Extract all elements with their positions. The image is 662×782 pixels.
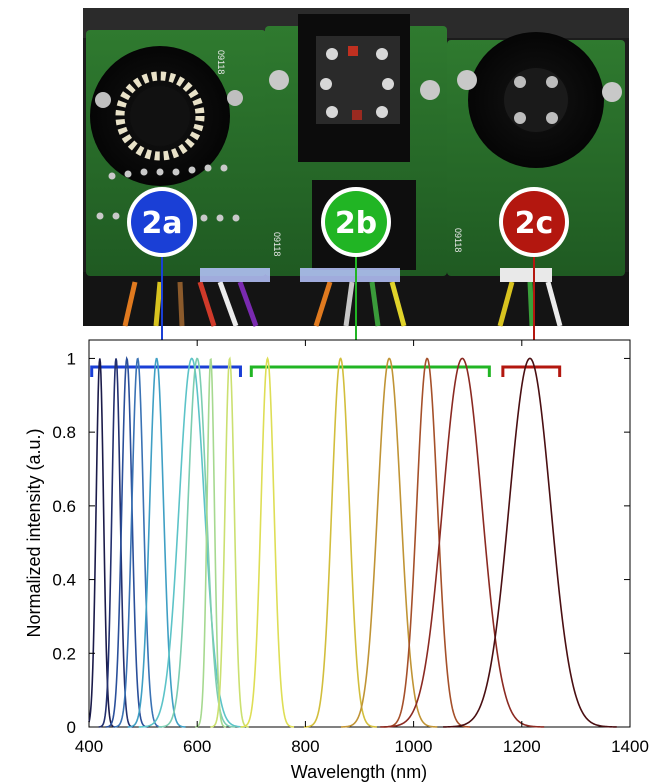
y-axis: 0 0.2 0.4 0.6 0.8 1 [52,349,630,737]
x-tick-label: 600 [183,737,211,756]
spectra-series [88,355,617,728]
x-tick-label: 1000 [395,737,433,756]
spectrum-line [158,357,236,728]
spectrum-line [340,357,438,728]
board-label: 09118 [272,232,282,256]
range-bracket [501,365,562,377]
led-ring [115,71,205,161]
range-bracket [249,365,491,377]
spectrum-line [113,357,162,728]
x-axis: 400 600 800 1000 1200 1400 [75,340,649,756]
spectrum-line [98,358,134,728]
x-tick-label: 400 [75,737,103,756]
x-tick-label: 800 [291,737,319,756]
board-label: 09118 [216,50,226,74]
badge-label: 2a [141,206,182,241]
board-label: 09118 [453,228,463,252]
x-tick-label: 1400 [611,737,649,756]
badge-2a: 2a [127,187,197,257]
y-tick-label: 0 [67,718,76,737]
range-bracket [90,365,242,377]
spectrum-line [380,357,545,728]
y-tick-label: 0.6 [52,497,76,516]
x-tick-label: 1200 [503,737,541,756]
badge-2c: 2c [499,187,569,257]
spectra-chart: 400 600 800 1000 1200 1400 0 0.2 0.4 0.6 0.8 1 Wav… [24,339,649,782]
board-2c: 09118 [447,32,625,276]
spectrum-line [303,357,377,728]
y-axis-label: Normalized intensity (a.u.) [24,428,44,637]
range-brackets [90,365,562,377]
spectrum-line [383,357,471,728]
spectrum-line [195,358,227,728]
spectrum-line [127,357,186,728]
badge-2b: 2b [321,187,391,257]
spectrum-line [210,356,249,728]
spectrum-line [138,357,245,728]
spectrum-line [88,358,116,728]
wires [122,281,563,327]
x-axis-label: Wavelength (nm) [291,762,427,782]
y-tick-label: 1 [67,349,76,368]
badge-label: 2b [335,206,377,241]
badge-label: 2c [515,206,554,241]
y-tick-label: 0.4 [52,571,76,590]
spectrum-line [240,356,295,728]
spectrum-line [105,355,148,728]
y-tick-label: 0.2 [52,644,76,663]
y-tick-label: 0.8 [52,423,76,442]
spectrum-line [443,357,617,728]
